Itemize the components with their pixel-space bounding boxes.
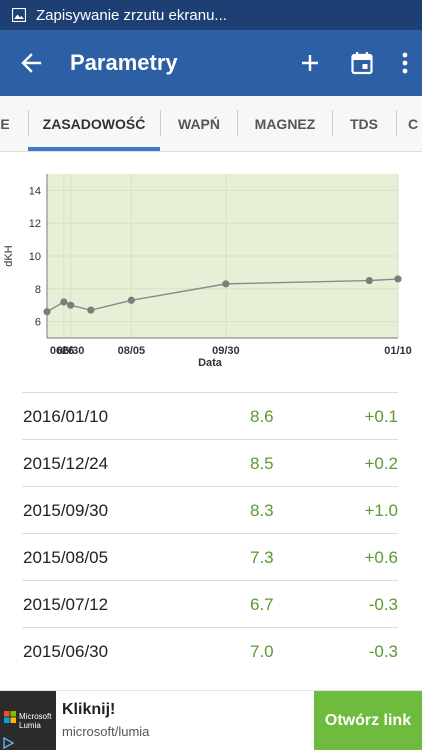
y-tick-label: 12 [29,218,41,230]
list-item[interactable]: 2015/06/30 7.0 -0.3 [22,627,398,674]
tab-selected-indicator [28,147,160,151]
data-point [365,277,373,285]
back-button[interactable] [0,30,62,96]
tab-divider [160,110,161,136]
data-point [127,296,135,304]
tab-zasadowosc[interactable]: ZASADOWOŚĆ [42,116,146,132]
record-delta: -0.3 [368,595,398,614]
x-tick-label: 06/30 [57,345,85,357]
x-tick-label: 26 [62,345,74,357]
app-bar: Parametry [0,30,422,96]
ad-open-link-button[interactable]: Otwórz link [314,691,422,750]
calendar-button[interactable] [336,30,388,96]
list-item[interactable]: 2015/08/05 7.3 +0.6 [22,533,398,580]
list-item[interactable]: 2015/12/24 8.5 +0.2 [22,439,398,486]
y-tick-label: 10 [29,251,41,263]
tab-divider [28,110,29,136]
record-date: 2015/08/05 [23,548,109,567]
data-point [394,275,402,283]
x-axis-title: Data [198,357,223,369]
parameter-chart: 6 8 10 12 14 06/26 06/30 08/05 09/30 01/10 Data dKH [0,166,422,382]
y-tick-label: 8 [35,284,41,296]
ad-choices-icon[interactable] [2,737,14,749]
tab-divider [332,110,333,136]
status-text: Zapisywanie zrzutu ekranu... [36,6,227,24]
more-vertical-icon [402,52,408,74]
ad-logo: Microsoft Lumia [0,691,56,750]
ad-title: Kliknij! [62,701,116,718]
records-list: 2016/01/10 8.6 +0.1 2015/12/24 8.5 +0.2 2015/0… [0,392,422,674]
data-point [43,308,51,316]
x-tick-label: 09/30 [212,345,240,357]
record-delta: +0.6 [364,548,398,567]
data-point [87,306,95,314]
record-value: 7.3 [250,548,274,567]
tab-partial-left[interactable]: E [0,116,10,132]
list-item[interactable]: 2016/01/10 8.6 +0.1 [22,392,398,439]
add-button[interactable] [284,30,336,96]
data-point [67,301,75,309]
list-item[interactable]: 2015/09/30 8.3 +1.0 [22,486,398,533]
y-tick-label: 6 [35,317,41,329]
record-date: 2015/07/12 [23,595,109,614]
y-tick-label: 14 [29,185,41,197]
image-icon [12,8,26,22]
record-delta: +1.0 [364,501,398,520]
record-value: 7.0 [250,642,274,661]
record-delta: +0.2 [364,454,398,473]
record-value: 8.5 [250,454,274,473]
record-date: 2015/12/24 [23,454,109,473]
parameter-tabs: E ZASADOWOŚĆ WAPŃ MAGNEZ TDS C [0,96,422,152]
calendar-icon [351,52,373,75]
tab-divider [237,110,238,136]
ad-brand-text: Microsoft Lumia [19,712,52,730]
list-item[interactable]: 2015/07/12 6.7 -0.3 [22,580,398,627]
ad-banner[interactable]: Microsoft Lumia Kliknij! microsoft/lumia… [0,690,422,750]
record-delta: -0.3 [368,642,398,661]
microsoft-logo-icon [4,711,16,723]
tab-divider [396,110,397,136]
x-tick-label: 06/ [50,345,65,357]
tab-wapn[interactable]: WAPŃ [178,116,220,132]
tab-magnez[interactable]: MAGNEZ [254,116,316,132]
record-date: 2016/01/10 [23,407,109,426]
arrow-left-icon [21,53,42,73]
tab-partial-right[interactable]: C [408,116,419,132]
x-tick-label: 08/05 [118,345,146,357]
x-tick-label: 01/10 [384,345,412,357]
ad-url: microsoft/lumia [62,724,150,739]
record-value: 8.3 [250,501,274,520]
record-date: 2015/09/30 [23,501,109,520]
record-value: 6.7 [250,595,274,614]
more-options-button[interactable] [388,30,422,96]
tab-tds[interactable]: TDS [350,116,378,132]
data-point [60,298,68,306]
status-bar: Zapisywanie zrzutu ekranu... [0,0,422,30]
plus-icon [302,55,318,71]
record-date: 2015/06/30 [23,642,109,661]
data-point [222,280,230,288]
record-delta: +0.1 [364,407,398,426]
record-value: 8.6 [250,407,274,426]
y-axis-title: dKH [3,245,15,266]
page-title: Parametry [70,50,178,75]
